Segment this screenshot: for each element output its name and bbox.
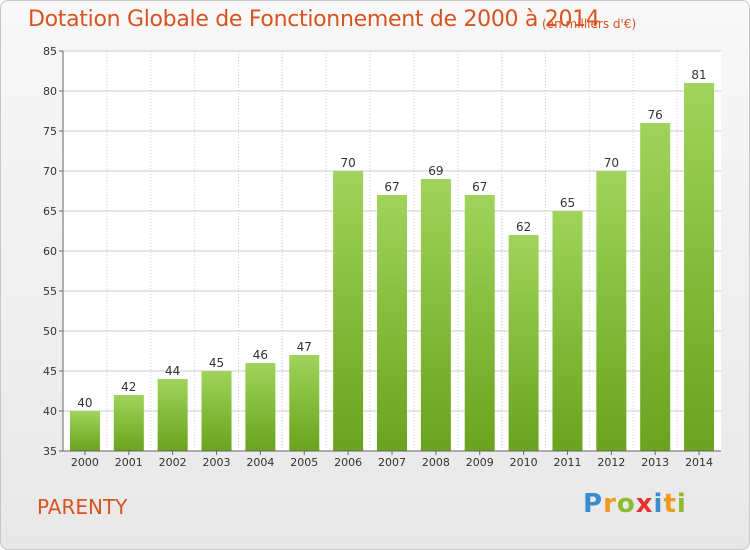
data-label: 45 (209, 356, 224, 370)
x-tick-label: 2014 (685, 456, 713, 469)
bars (69, 83, 715, 451)
chart-title: Dotation Globale de Fonctionnement de 20… (28, 7, 600, 32)
logo-letter: x (635, 489, 654, 519)
data-label: 67 (384, 180, 399, 194)
bar (289, 355, 320, 451)
data-label: 65 (560, 196, 575, 210)
bar (113, 395, 144, 451)
y-tick-label: 40 (43, 405, 57, 418)
commune-name: PARENTY (37, 495, 128, 519)
chart-unit: (en milliers d'€) (542, 17, 637, 31)
y-tick-label: 70 (43, 165, 57, 178)
logo-letter: i (676, 489, 687, 519)
bar (420, 179, 451, 451)
y-tick-label: 60 (43, 245, 57, 258)
x-tick-label: 2009 (466, 456, 494, 469)
bar (69, 411, 100, 451)
data-label: 47 (297, 340, 312, 354)
y-tick-label: 50 (43, 325, 57, 338)
bar (552, 211, 583, 451)
y-tick-label: 35 (43, 445, 57, 458)
bar (157, 379, 188, 451)
logo-letter: i (653, 489, 664, 519)
bar (245, 363, 276, 451)
x-tick-label: 2001 (115, 456, 143, 469)
x-tick-label: 2008 (422, 456, 450, 469)
y-tick-label: 45 (43, 365, 57, 378)
data-label: 42 (121, 380, 136, 394)
x-tick-label: 2000 (71, 456, 99, 469)
bar (333, 171, 364, 451)
y-tick-label: 85 (43, 45, 57, 58)
data-label: 46 (253, 348, 268, 362)
data-label: 40 (77, 396, 92, 410)
x-tick-label: 2003 (203, 456, 231, 469)
x-tick-label: 2005 (290, 456, 318, 469)
data-label: 81 (691, 68, 706, 82)
bar (596, 171, 627, 451)
y-tick-label: 65 (43, 205, 57, 218)
bar (201, 371, 232, 451)
data-label: 69 (428, 164, 443, 178)
x-tick-label: 2007 (378, 456, 406, 469)
bar (464, 195, 495, 451)
x-tick-label: 2012 (597, 456, 625, 469)
data-label: 76 (648, 108, 663, 122)
x-tick-label: 2011 (553, 456, 581, 469)
y-tick-label: 55 (43, 285, 57, 298)
data-label: 70 (340, 156, 355, 170)
proxiti-logo: Proxiti (583, 489, 687, 519)
data-label: 67 (472, 180, 487, 194)
x-tick-label: 2004 (246, 456, 274, 469)
x-tick-label: 2006 (334, 456, 362, 469)
x-tick-label: 2013 (641, 456, 669, 469)
logo-letter: r (603, 489, 617, 519)
data-label: 62 (516, 220, 531, 234)
data-labels: 40 42 44 45 46 47 70 67 69 67 62 65 70 76 81 (77, 68, 706, 410)
logo-letter: t (663, 489, 677, 519)
x-tick-label: 2010 (510, 456, 538, 469)
y-tick-label: 80 (43, 85, 57, 98)
bar (640, 123, 671, 451)
logo-letter: P (583, 489, 604, 519)
bar (377, 195, 407, 451)
x-tick-label: 2002 (159, 456, 187, 469)
bar (684, 83, 715, 451)
data-label: 70 (604, 156, 619, 170)
axes: 35 40 45 50 55 60 65 70 75 80 85 2000 2001 2002 2003 20… (43, 45, 721, 469)
y-tick-label: 75 (43, 125, 57, 138)
bar (508, 235, 539, 451)
data-label: 44 (165, 364, 180, 378)
logo-letter: o (616, 489, 636, 519)
